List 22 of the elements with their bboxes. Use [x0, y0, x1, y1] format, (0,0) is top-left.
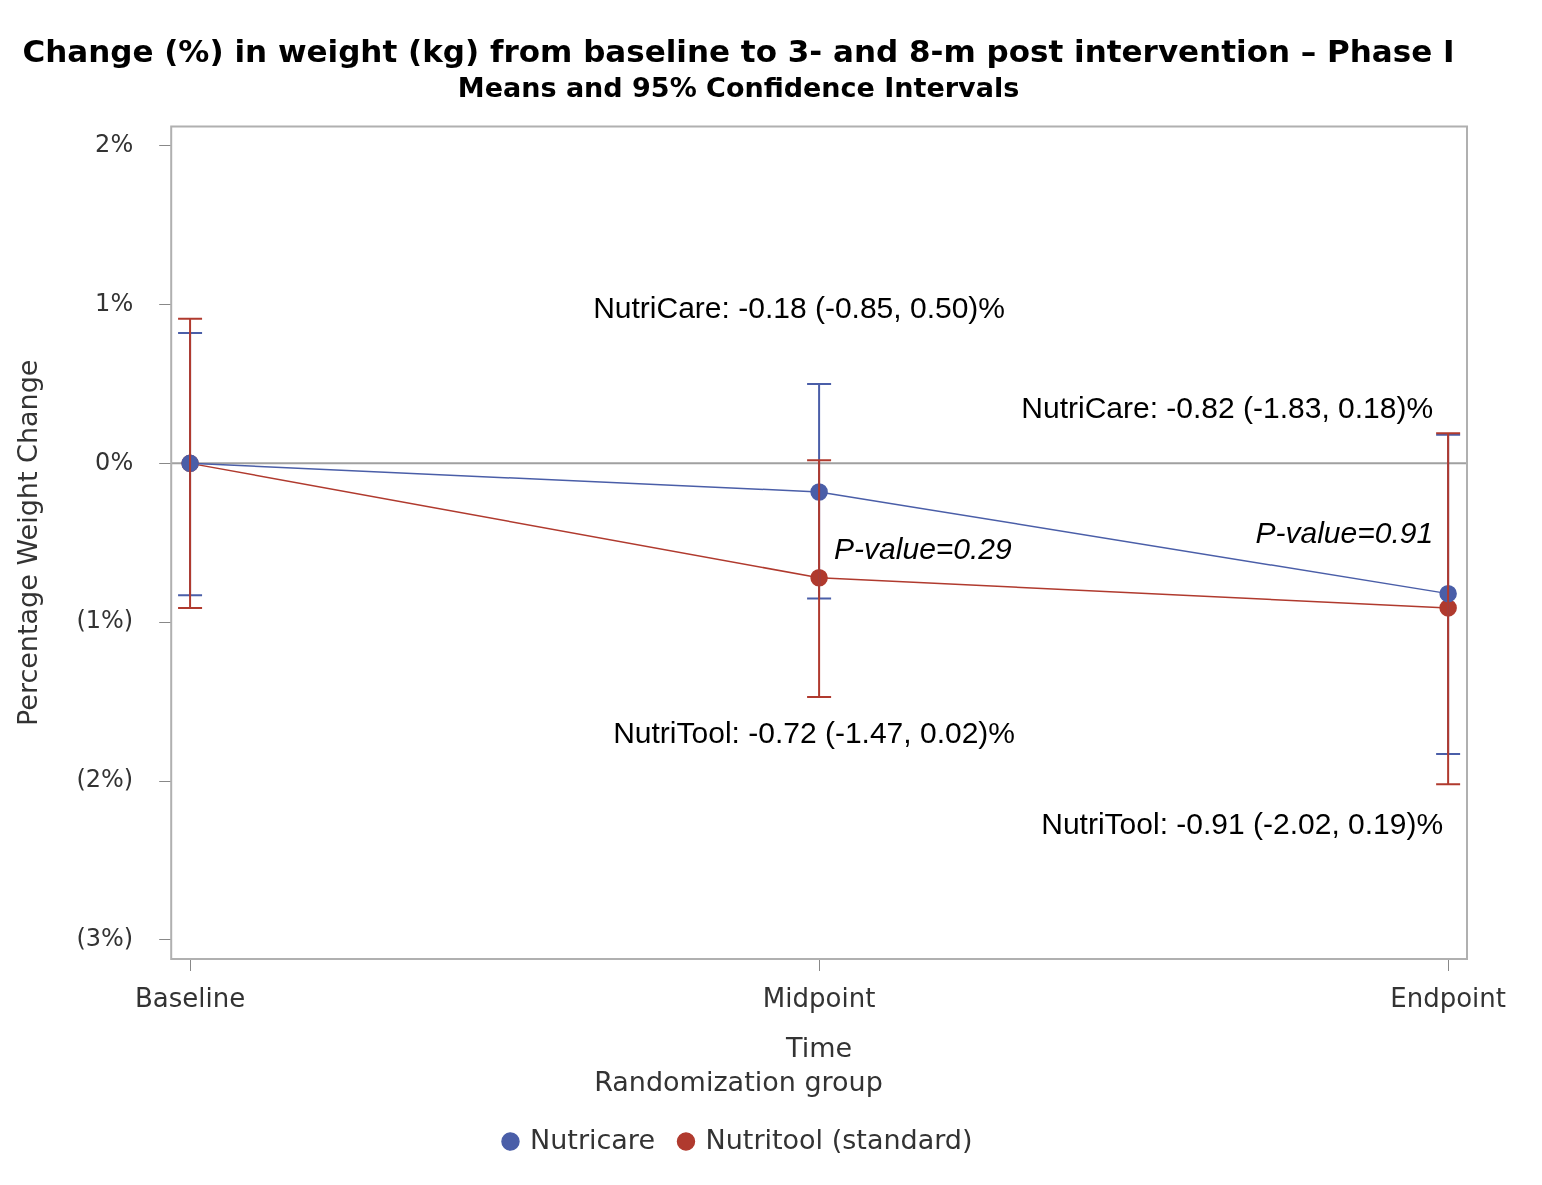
annotation: NutriTool: -0.91 (-2.02, 0.19)% — [1041, 807, 1444, 841]
legend-title: Randomization group — [594, 1066, 883, 1098]
y-axis-title: Percentage Weight Change — [12, 359, 44, 727]
chart-subtitle: Means and 95% Confidence Intervals — [457, 72, 1020, 104]
x-tick-label: Baseline — [134, 983, 246, 1014]
y-tick-label: (3%) — [76, 924, 134, 953]
y-tick-label: 1% — [95, 288, 134, 317]
annotation: P-value=0.91 — [1255, 516, 1434, 550]
legend-label: Nutritool (standard) — [705, 1123, 973, 1155]
y-tick-label: (2%) — [76, 765, 134, 794]
x-axis-title: Time — [785, 1032, 853, 1064]
chart-title: Change (%) in weight (kg) from baseline to 3- and 8-m post intervention – Phase I — [22, 32, 1455, 69]
y-tick-label: 2% — [95, 129, 134, 158]
annotation: NutriCare: -0.82 (-1.83, 0.18)% — [1021, 390, 1434, 424]
annotation: P-value=0.29 — [834, 532, 1013, 566]
annotation: NutriTool: -0.72 (-1.47, 0.02)% — [613, 715, 1016, 749]
x-tick-label: Endpoint — [1390, 983, 1506, 1014]
legend-label: Nutricare — [529, 1123, 655, 1155]
y-tick-label: 0% — [95, 447, 134, 476]
x-tick-label: Midpoint — [762, 983, 876, 1014]
annotation: NutriCare: -0.18 (-0.85, 0.50)% — [593, 290, 1006, 324]
y-tick-label: (1%) — [76, 606, 134, 635]
